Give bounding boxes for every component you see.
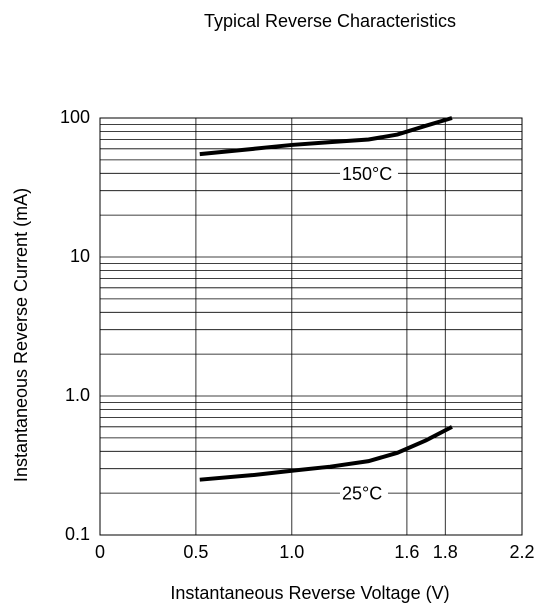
series-label-bg: [339, 483, 388, 506]
x-tick-label: 1.0: [279, 542, 304, 562]
series-label: 150°C: [342, 164, 392, 184]
y-tick-label: 10: [70, 246, 90, 266]
y-axis-label: Instantaneous Reverse Current (mA): [11, 188, 31, 482]
series-line: [199, 425, 453, 482]
x-tick-label: 0: [95, 542, 105, 562]
plot-frame: [99, 117, 523, 536]
x-tick-label: 0.5: [183, 542, 208, 562]
x-tick-label: 2.2: [509, 542, 534, 562]
x-tick-label: 1.6: [394, 542, 419, 562]
y-tick-label: 0.1: [65, 524, 90, 544]
chart-title: Typical Reverse Characteristics: [204, 11, 456, 31]
x-tick-label: 1.8: [433, 542, 458, 562]
series-label-bg: [339, 164, 398, 186]
y-tick-label: 100: [60, 107, 90, 127]
x-axis-label: Instantaneous Reverse Voltage (V): [170, 583, 449, 603]
series-line: [199, 116, 453, 157]
y-tick-label: 1.0: [65, 385, 90, 405]
series-label: 25°C: [342, 484, 382, 504]
